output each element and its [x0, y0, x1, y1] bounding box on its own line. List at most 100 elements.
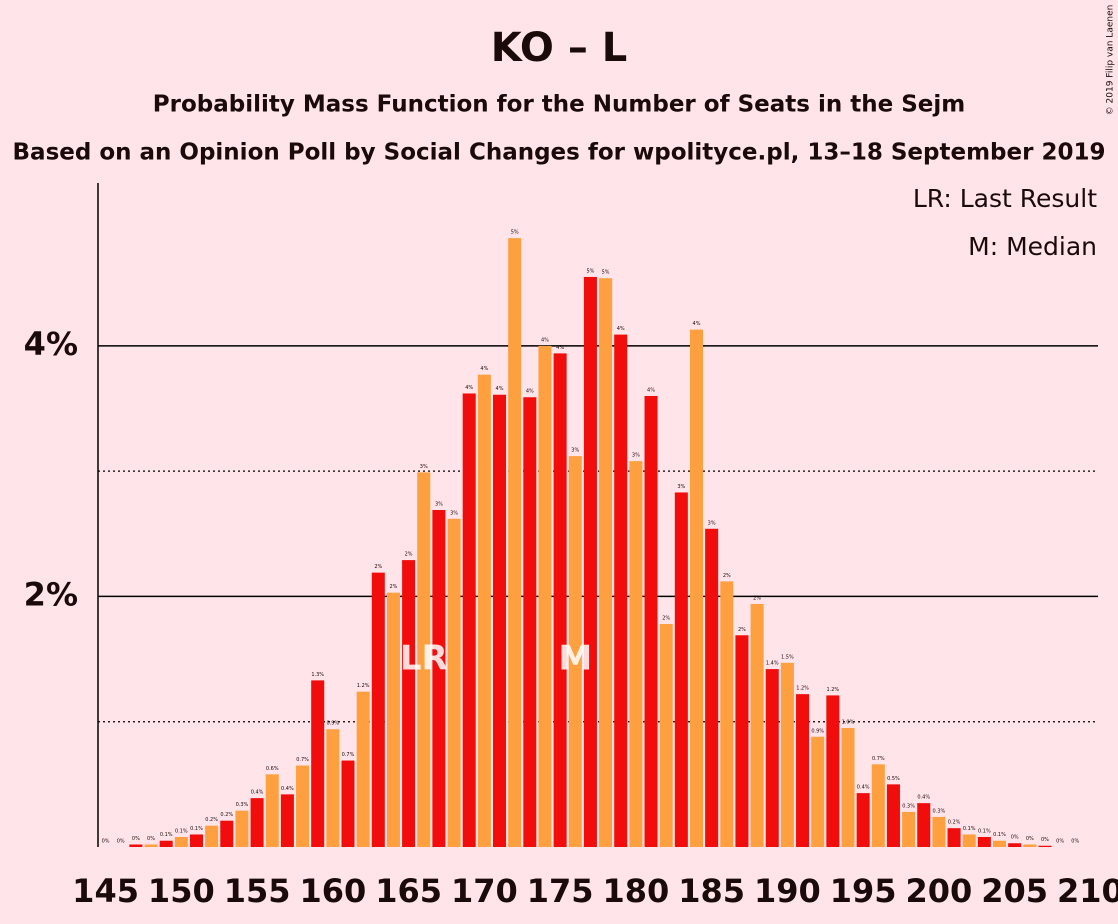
value-label: 0.1%	[160, 832, 173, 838]
bar	[689, 329, 703, 847]
bar	[432, 509, 446, 847]
value-label: 0%	[1041, 837, 1049, 843]
bar	[1008, 843, 1022, 847]
value-label: 1.3%	[311, 672, 324, 678]
bar	[993, 840, 1007, 847]
value-label: 4%	[693, 321, 701, 327]
bar	[341, 760, 355, 847]
bar	[765, 669, 779, 847]
bar	[583, 276, 597, 847]
value-label: 4%	[617, 326, 625, 332]
value-label: 0.4%	[917, 795, 930, 801]
bar	[326, 729, 340, 847]
value-label: 0.1%	[190, 826, 203, 832]
bar	[917, 803, 931, 847]
value-label: 2%	[374, 564, 382, 570]
bar	[886, 784, 900, 847]
value-label: 0.9%	[811, 728, 824, 734]
x-tick-label: 160	[299, 872, 366, 910]
bar	[674, 492, 688, 847]
bar	[508, 238, 522, 848]
bar	[553, 353, 567, 847]
bar	[599, 278, 613, 847]
bar	[962, 834, 976, 847]
x-tick-label: 175	[527, 872, 594, 910]
value-label: 3%	[708, 520, 716, 526]
value-label: 5%	[602, 270, 610, 276]
value-label: 0.1%	[963, 826, 976, 832]
value-label: 1.2%	[357, 683, 370, 689]
y-tick-label: 4%	[24, 325, 78, 363]
value-label: 0%	[1056, 839, 1064, 845]
bar	[523, 397, 537, 847]
bar	[796, 694, 810, 847]
x-tick-label: 205	[981, 872, 1048, 910]
bar	[250, 798, 264, 847]
bar	[932, 816, 946, 847]
value-label: 0.3%	[902, 803, 915, 809]
value-label: 3%	[677, 484, 685, 490]
value-label: 0.2%	[220, 812, 233, 818]
value-label: 0.9%	[326, 721, 339, 727]
bar	[447, 518, 461, 847]
bar	[477, 374, 491, 847]
value-label: 2%	[662, 615, 670, 621]
bar	[659, 623, 673, 847]
bar	[871, 764, 885, 847]
value-label: 3%	[571, 448, 579, 454]
value-label: 0.6%	[266, 766, 279, 772]
chart-subtitle: Probability Mass Function for the Number…	[153, 92, 965, 118]
value-label: 0.1%	[978, 828, 991, 834]
x-tick-label: 200	[906, 872, 973, 910]
value-label: 4%	[556, 345, 564, 351]
y-tick-label: 2%	[24, 575, 78, 613]
value-label: 3%	[435, 501, 443, 507]
bar	[220, 820, 234, 847]
value-label: 1.2%	[826, 687, 839, 693]
bar	[1038, 845, 1052, 847]
bar	[614, 334, 628, 848]
value-label: 0.2%	[205, 817, 218, 823]
bar	[902, 811, 916, 847]
value-label: 2%	[738, 627, 746, 633]
value-label: 4%	[465, 385, 473, 391]
value-label: 0.7%	[296, 757, 309, 763]
value-label: 0%	[1011, 835, 1019, 841]
value-label: 4%	[496, 386, 504, 392]
bar	[402, 560, 416, 847]
bar	[705, 528, 719, 847]
bar	[129, 844, 143, 847]
copyright: © 2019 Filip van Laenen	[1106, 5, 1116, 116]
value-label: 5%	[586, 268, 594, 274]
value-label: 2%	[405, 552, 413, 558]
x-tick-label: 165	[375, 872, 442, 910]
bar	[977, 836, 991, 847]
bar	[841, 727, 855, 847]
legend-text: M: Median	[968, 232, 1097, 261]
bar	[205, 825, 219, 847]
value-label: 2%	[753, 595, 761, 601]
bar	[811, 736, 825, 847]
bar	[174, 836, 188, 847]
x-tick-label: 195	[830, 872, 897, 910]
value-label: 0.1%	[175, 828, 188, 834]
bar	[296, 765, 310, 847]
value-label: 0.2%	[948, 820, 961, 826]
bar	[644, 395, 658, 847]
bar	[538, 345, 552, 847]
value-label: 0.1%	[993, 832, 1006, 838]
x-tick-label: 180	[602, 872, 669, 910]
value-label: 3%	[420, 464, 428, 470]
value-label: 3%	[450, 510, 458, 516]
value-label: 2%	[723, 573, 731, 579]
bar	[720, 581, 734, 847]
bar	[144, 844, 158, 847]
bar	[235, 810, 249, 847]
value-label: 0.3%	[933, 808, 946, 814]
x-tick-label: 145	[72, 872, 139, 910]
annotation: LR	[400, 639, 448, 679]
value-label: 0.4%	[281, 786, 294, 792]
bar	[265, 774, 279, 847]
value-label: 0.5%	[887, 776, 900, 782]
